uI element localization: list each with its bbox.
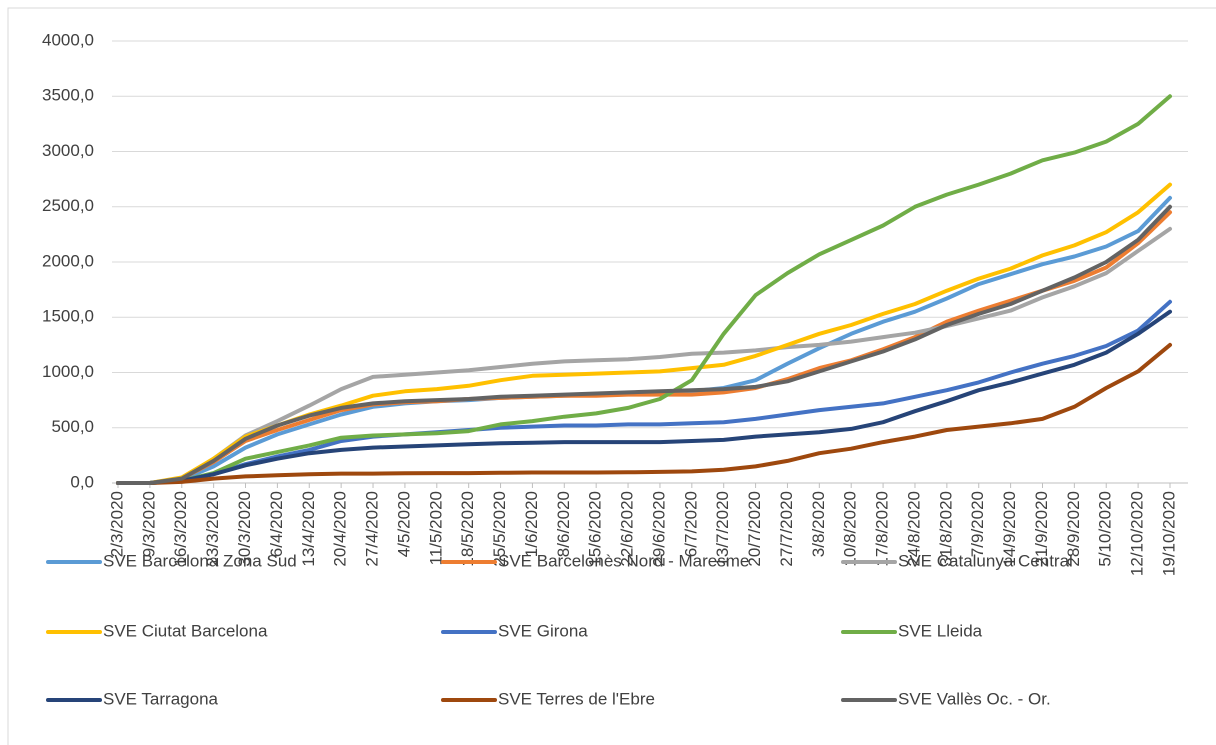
x-tick-label: 20/7/2020 xyxy=(745,491,764,567)
legend-label: SVE Barcelonès Nord - Maresme xyxy=(498,551,749,570)
x-tick-label: 19/10/2020 xyxy=(1159,491,1178,576)
legend-label: SVE Ciutat Barcelona xyxy=(103,621,268,640)
series-line xyxy=(116,309,1172,485)
x-tick-label: 8/6/2020 xyxy=(554,491,573,557)
legend-label: SVE Vallès Oc. - Or. xyxy=(898,689,1051,708)
x-tick-label: 6/7/2020 xyxy=(681,491,700,557)
x-tick-label: 4/5/2020 xyxy=(394,491,413,557)
x-tick-label: 5/10/2020 xyxy=(1096,491,1115,567)
y-tick-label: 2000,0 xyxy=(42,251,94,270)
legend-label: SVE Catalunya Central xyxy=(898,551,1073,570)
chart-frame xyxy=(7,7,1216,745)
x-tick-label: 9/3/2020 xyxy=(139,491,158,557)
legend-label: SVE Barcelona Zona Sud xyxy=(103,551,297,570)
x-tick-label: 31/8/2020 xyxy=(936,491,955,567)
x-tick-label: 2/3/2020 xyxy=(107,491,126,557)
series-line xyxy=(116,342,1172,485)
x-tick-label: 13/7/2020 xyxy=(713,491,732,567)
x-tick-label: 13/4/2020 xyxy=(299,491,318,567)
x-tick-label: 7/9/2020 xyxy=(968,491,987,557)
x-tick-label: 20/4/2020 xyxy=(331,491,350,567)
y-tick-label: 4000,0 xyxy=(42,30,94,49)
x-tick-label: 6/4/2020 xyxy=(267,491,286,557)
y-tick-label: 500,0 xyxy=(51,417,94,436)
series-line xyxy=(116,204,1172,485)
x-tick-label: 11/5/2020 xyxy=(426,491,445,565)
x-tick-label: 24/8/2020 xyxy=(904,491,923,567)
x-tick-label: 17/8/2020 xyxy=(873,491,892,567)
y-tick-label: 0,0 xyxy=(70,472,94,491)
y-tick-label: 2500,0 xyxy=(42,196,94,215)
x-tick-label: 25/5/2020 xyxy=(490,491,509,567)
x-tick-label: 15/6/2020 xyxy=(586,491,605,567)
x-tick-label: 16/3/2020 xyxy=(171,491,190,567)
series-line xyxy=(116,182,1172,485)
x-tick-label: 28/9/2020 xyxy=(1064,491,1083,567)
x-tick-label: 10/8/2020 xyxy=(841,491,860,567)
legend-label: SVE Lleida xyxy=(898,621,983,640)
x-tick-label: 18/5/2020 xyxy=(458,491,477,567)
legend-label: SVE Terres de l'Ebre xyxy=(498,689,655,708)
x-tick-label: 21/9/2020 xyxy=(1032,491,1051,567)
x-tick-label: 27/7/2020 xyxy=(777,491,796,567)
y-tick-label: 3500,0 xyxy=(42,86,94,105)
x-tick-label: 12/10/2020 xyxy=(1128,491,1147,576)
series-line xyxy=(116,210,1172,485)
series-line xyxy=(116,94,1172,485)
x-tick-label: 29/6/2020 xyxy=(649,491,668,567)
series-line xyxy=(116,226,1172,485)
legend-label: SVE Girona xyxy=(498,621,588,640)
x-tick-label: 22/6/2020 xyxy=(618,491,637,567)
x-tick-label: 14/9/2020 xyxy=(1000,491,1019,567)
x-tick-label: 3/8/2020 xyxy=(809,491,828,557)
x-tick-label: 30/3/2020 xyxy=(235,491,254,567)
x-tick-label: 23/3/2020 xyxy=(203,491,222,567)
series-line xyxy=(116,299,1172,485)
legend-label: SVE Tarragona xyxy=(103,689,219,708)
y-tick-label: 1500,0 xyxy=(42,307,94,326)
x-tick-label: 27/4/2020 xyxy=(363,491,382,567)
x-tick-label: 1/6/2020 xyxy=(522,491,541,557)
y-tick-label: 3000,0 xyxy=(42,141,94,160)
y-tick-label: 1000,0 xyxy=(42,362,94,381)
